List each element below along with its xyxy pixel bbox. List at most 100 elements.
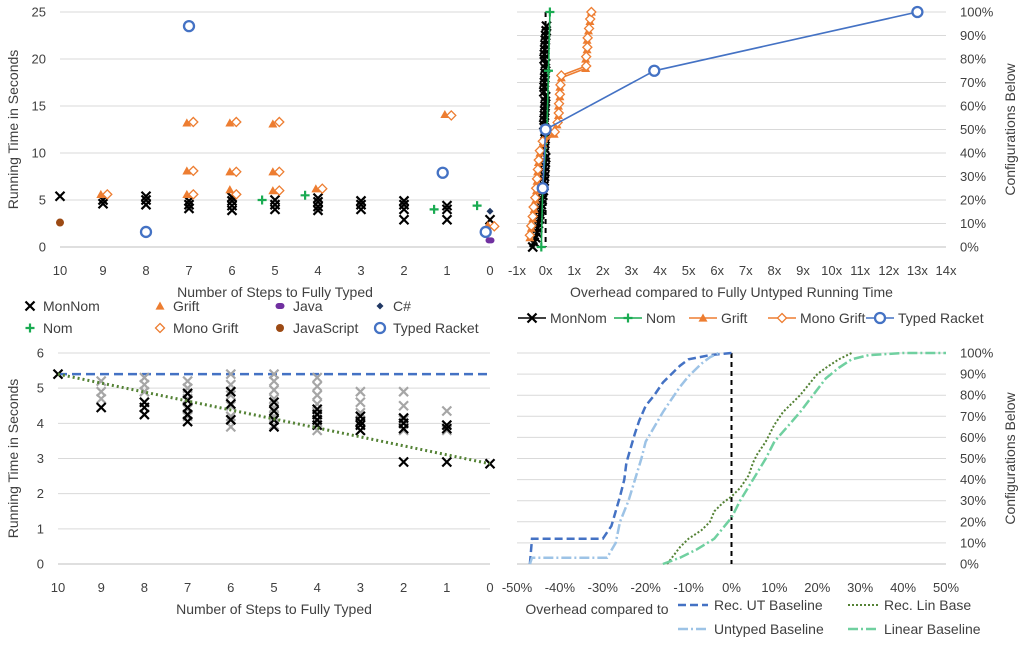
legend-label: Grift (721, 310, 748, 326)
data-point (524, 229, 536, 241)
data-point (225, 400, 237, 412)
data-point (312, 192, 324, 204)
x-tick-label: 1x (567, 263, 581, 278)
data-point (525, 220, 537, 232)
data-point (311, 184, 321, 193)
y-tick-label: 0% (960, 240, 979, 255)
data-point (139, 225, 153, 239)
x-tick-label: 9 (99, 263, 106, 278)
y-tick-label: 4 (37, 416, 44, 431)
legend-bottom-right: Rec. UT Baseline Rec. Lin Base Untyped Bas… (678, 597, 981, 637)
data-point (225, 398, 237, 410)
x-tick-label: 9 (98, 580, 105, 595)
legend-label: MonNom (550, 310, 607, 326)
y-tick-label: 3 (37, 451, 44, 466)
chart-top-right: 0% 10% 20% 30% 40% 50% 60% 70% 80% 90% 100% -1x 0x 1x… (508, 5, 1018, 301)
legend-marker (275, 303, 285, 309)
legend-label: Rec. Lin Base (884, 597, 971, 613)
legend-marker (623, 313, 633, 323)
legend-marker (526, 312, 538, 324)
data-point (225, 389, 237, 401)
y-tick-label: 10% (960, 535, 986, 550)
y-tick-label: 100% (960, 5, 994, 20)
data-point (268, 167, 278, 176)
legend-marker (873, 311, 887, 325)
legend-label: Typed Racket (393, 320, 479, 336)
data-point (554, 88, 566, 100)
data-point (582, 32, 594, 44)
data-point (140, 194, 152, 206)
x-tick-label: 3 (357, 263, 364, 278)
series-rec-ut-baseline (528, 351, 732, 565)
y-tick-label: 80% (960, 388, 986, 403)
legend-label: Typed Racket (898, 310, 984, 326)
y-tick-label: 60% (960, 99, 986, 114)
legend-top-left: MonNom Grift Java C# Nom Mono Grift JavaScript… (24, 298, 479, 336)
y-axis-title: Running Time in Seconds (5, 379, 21, 539)
x-tick-label: 10 (51, 580, 65, 595)
data-point (268, 393, 280, 404)
x-tick-label: 10% (761, 580, 787, 595)
legend-label: Nom (646, 310, 676, 326)
data-point (139, 372, 150, 383)
data-point (398, 199, 410, 210)
y-tick-label: 30% (960, 169, 986, 184)
legend-label: C# (393, 298, 411, 314)
data-point (312, 205, 324, 216)
data-point (95, 386, 107, 397)
data-point (441, 405, 453, 417)
data-point (583, 23, 595, 34)
y-tick-label: 20% (960, 193, 986, 208)
x-tick-label: 4 (314, 580, 321, 595)
data-point (441, 200, 453, 211)
data-point (273, 166, 285, 178)
y-tick-label: 10% (960, 216, 986, 231)
x-tick-label: 2 (400, 580, 407, 595)
y-axis-title: Configurations Below (1002, 391, 1018, 524)
data-point (584, 13, 596, 25)
series-linear-baseline (662, 351, 946, 566)
data-point (398, 456, 409, 468)
data-point (182, 375, 193, 387)
data-point (268, 396, 280, 408)
y-tick-label: 5 (37, 381, 44, 396)
y-tick-label: 50% (960, 451, 986, 466)
x-tick-label: 12x (878, 263, 899, 278)
y-tick-label: 40% (960, 146, 986, 161)
data-point (445, 109, 457, 121)
x-tick-label: 0 (486, 580, 493, 595)
y-tick-label: 90% (960, 367, 986, 382)
data-point (580, 60, 592, 72)
data-point (398, 195, 410, 207)
data-point (257, 195, 267, 205)
data-point (398, 412, 409, 424)
data-point (485, 237, 495, 244)
data-point (225, 167, 235, 176)
data-point (311, 381, 323, 392)
x-tick-label: 1 (443, 580, 450, 595)
data-point (911, 5, 924, 19)
x-tick-label: 0x (539, 263, 553, 278)
y-tick-label: 0 (37, 557, 44, 572)
x-tick-label: 20% (804, 580, 830, 595)
legend-label: Nom (43, 320, 73, 336)
series-line (662, 351, 946, 566)
y-tick-label: 5 (39, 193, 46, 208)
data-point (355, 419, 366, 431)
legend-label: Linear Baseline (884, 621, 981, 637)
data-point (101, 188, 113, 200)
data-point (549, 126, 561, 138)
series-java (485, 237, 495, 244)
x-tick-label: 7x (739, 263, 753, 278)
y-tick-label: 25 (32, 5, 46, 20)
legend-marker (698, 313, 708, 322)
data-point (441, 419, 453, 431)
linear-trend-line (57, 372, 491, 466)
series-line (541, 11, 918, 189)
legend-marker (776, 312, 788, 324)
data-point (528, 201, 540, 213)
data-point (398, 414, 409, 426)
series-grift (96, 109, 493, 229)
series-rec-lin-base (666, 352, 853, 565)
